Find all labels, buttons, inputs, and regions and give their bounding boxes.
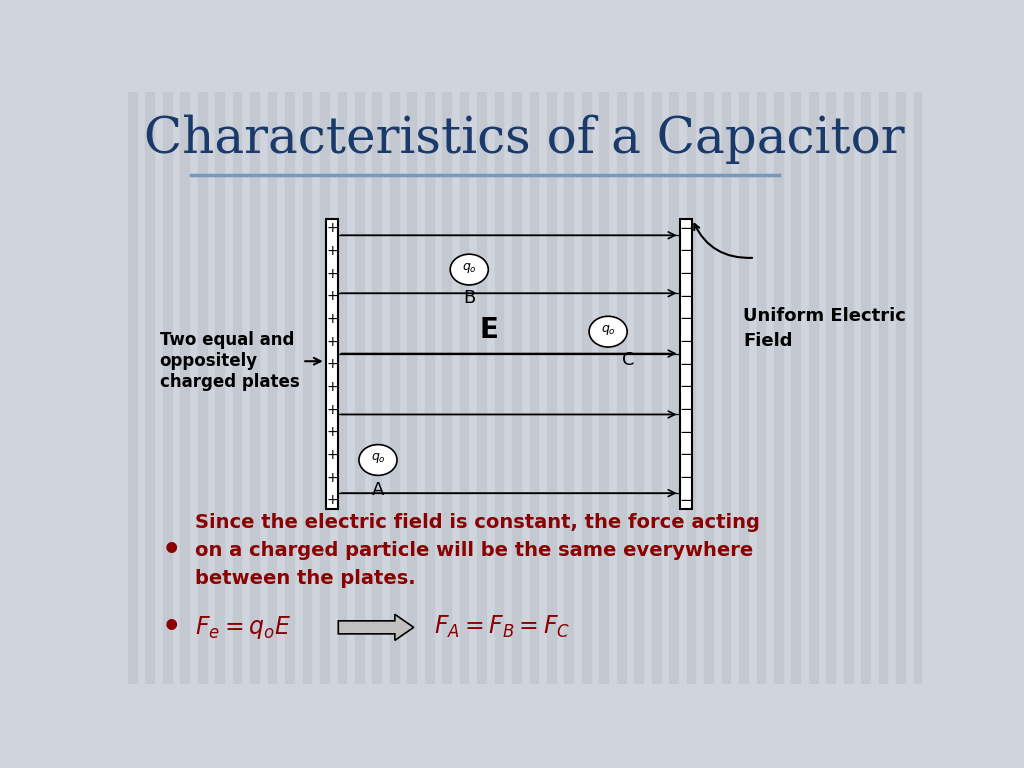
Text: +: +: [326, 402, 338, 416]
Bar: [495, 92, 504, 684]
Text: •: •: [162, 613, 181, 642]
Bar: [267, 92, 276, 684]
Bar: [477, 92, 486, 684]
Bar: [460, 92, 468, 684]
Bar: [792, 92, 800, 684]
Bar: [303, 92, 311, 684]
Polygon shape: [338, 614, 414, 641]
Bar: [616, 92, 626, 684]
Bar: [582, 92, 591, 684]
Text: −: −: [680, 448, 692, 462]
Bar: [739, 92, 748, 684]
Bar: [826, 92, 836, 684]
Text: +: +: [326, 312, 338, 326]
Text: −: −: [680, 311, 692, 326]
Text: A: A: [372, 482, 384, 499]
Bar: [844, 92, 853, 684]
Bar: [512, 92, 521, 684]
Text: +: +: [326, 266, 338, 280]
Bar: [564, 92, 573, 684]
Bar: [285, 92, 294, 684]
Bar: [390, 92, 398, 684]
Text: −: −: [680, 493, 692, 508]
Text: −: −: [680, 356, 692, 372]
Bar: [809, 92, 817, 684]
Text: +: +: [326, 448, 338, 462]
Bar: [529, 92, 539, 684]
Bar: [128, 92, 137, 684]
Bar: [774, 92, 782, 684]
Text: −: −: [680, 425, 692, 440]
Text: +: +: [326, 244, 338, 258]
Bar: [687, 92, 695, 684]
Bar: [722, 92, 730, 684]
Text: $\mathit{F_A = F_B = F_C}$: $\mathit{F_A = F_B = F_C}$: [433, 614, 569, 641]
Bar: [670, 92, 678, 684]
Text: −: −: [680, 379, 692, 394]
Bar: [250, 92, 259, 684]
Bar: [408, 92, 416, 684]
Ellipse shape: [589, 316, 627, 347]
Text: −: −: [680, 220, 692, 236]
Bar: [757, 92, 765, 684]
Text: +: +: [326, 471, 338, 485]
Bar: [338, 92, 346, 684]
Bar: [321, 92, 329, 684]
Bar: [879, 92, 888, 684]
Bar: [599, 92, 608, 684]
Text: −: −: [680, 266, 692, 281]
Text: −: −: [680, 243, 692, 258]
Bar: [215, 92, 224, 684]
Bar: [547, 92, 556, 684]
Text: +: +: [326, 335, 338, 349]
Text: −: −: [680, 470, 692, 485]
Bar: [198, 92, 207, 684]
Text: $\mathit{F_e = q_oE}$: $\mathit{F_e = q_oE}$: [196, 614, 292, 641]
Text: Two equal and
oppositely
charged plates: Two equal and oppositely charged plates: [160, 332, 321, 391]
Text: Characteristics of a Capacitor: Characteristics of a Capacitor: [144, 114, 905, 164]
Text: B: B: [463, 289, 475, 307]
Text: C: C: [623, 351, 635, 369]
Bar: [232, 92, 242, 684]
Text: +: +: [326, 380, 338, 394]
Bar: [180, 92, 189, 684]
Text: $q_o$: $q_o$: [462, 261, 477, 275]
Text: $q_o$: $q_o$: [601, 323, 615, 337]
Text: +: +: [326, 493, 338, 507]
Text: +: +: [326, 357, 338, 371]
Ellipse shape: [451, 254, 488, 285]
Text: •: •: [162, 536, 181, 565]
Bar: [913, 92, 923, 684]
Text: $q_o$: $q_o$: [371, 452, 385, 465]
Text: −: −: [680, 402, 692, 417]
Bar: [680, 220, 692, 509]
Text: +: +: [326, 221, 338, 235]
Text: +: +: [326, 290, 338, 303]
Text: −: −: [680, 289, 692, 303]
Bar: [896, 92, 905, 684]
Bar: [373, 92, 381, 684]
Bar: [145, 92, 155, 684]
Bar: [705, 92, 713, 684]
Bar: [651, 92, 660, 684]
Text: Uniform Electric
Field: Uniform Electric Field: [743, 307, 906, 350]
Bar: [163, 92, 172, 684]
Text: +: +: [326, 425, 338, 439]
Text: −: −: [680, 334, 692, 349]
Bar: [634, 92, 643, 684]
Ellipse shape: [359, 445, 397, 475]
Bar: [355, 92, 364, 684]
Text: Since the electric field is constant, the force acting
on a charged particle wil: Since the electric field is constant, th…: [196, 513, 761, 588]
Bar: [425, 92, 433, 684]
Bar: [326, 220, 338, 509]
Bar: [442, 92, 451, 684]
Text: E: E: [479, 316, 499, 344]
Bar: [861, 92, 870, 684]
